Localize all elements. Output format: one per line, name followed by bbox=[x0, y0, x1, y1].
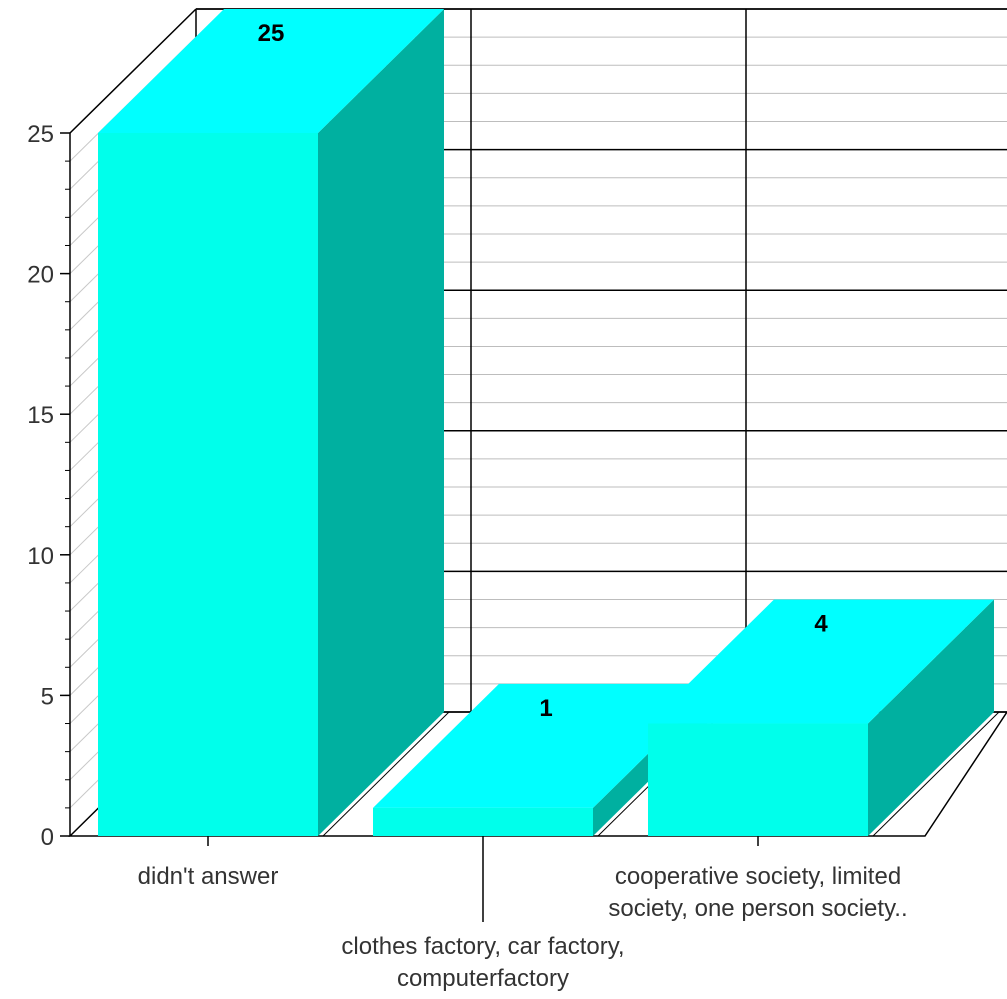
x-tick-label: society, one person society.. bbox=[608, 895, 907, 922]
bar-top-face bbox=[98, 9, 444, 133]
y-tick-label: 0 bbox=[41, 824, 54, 851]
x-axis: didn't answer clothes factory, car factor… bbox=[138, 836, 908, 992]
x-tick-label: computerfactory bbox=[397, 965, 569, 992]
y-tick-label: 15 bbox=[27, 402, 54, 429]
bar-front-face bbox=[373, 807, 593, 836]
y-tick-label: 10 bbox=[27, 543, 54, 570]
bar: 25 bbox=[98, 9, 444, 836]
bar-value-label: 4 bbox=[814, 611, 828, 638]
bar-value-label: 1 bbox=[539, 695, 552, 722]
bar-side-face bbox=[868, 599, 994, 836]
bar-side-face bbox=[318, 9, 444, 836]
y-tick-label: 20 bbox=[27, 262, 54, 289]
y-axis: 0 5 10 15 20 25 bbox=[27, 121, 71, 851]
bar-top-face bbox=[648, 599, 994, 724]
floor-divider bbox=[322, 711, 450, 837]
x-tick-label: didn't answer bbox=[138, 863, 279, 890]
bars: 25 1 4 bbox=[98, 9, 994, 836]
bar: 4 bbox=[648, 599, 994, 836]
x-tick-label: clothes factory, car factory, bbox=[341, 933, 624, 960]
bar-front-face bbox=[648, 723, 868, 836]
floor-divider bbox=[872, 711, 1000, 837]
left-wall-top-edge bbox=[69, 8, 197, 134]
bar-value-label: 25 bbox=[258, 20, 285, 47]
x-tick-label: cooperative society, limited bbox=[615, 863, 901, 890]
y-tick-label: 5 bbox=[41, 683, 54, 710]
y-tick-label: 25 bbox=[27, 121, 54, 148]
bar-front-face bbox=[98, 133, 318, 836]
bar-top-face bbox=[373, 683, 719, 808]
